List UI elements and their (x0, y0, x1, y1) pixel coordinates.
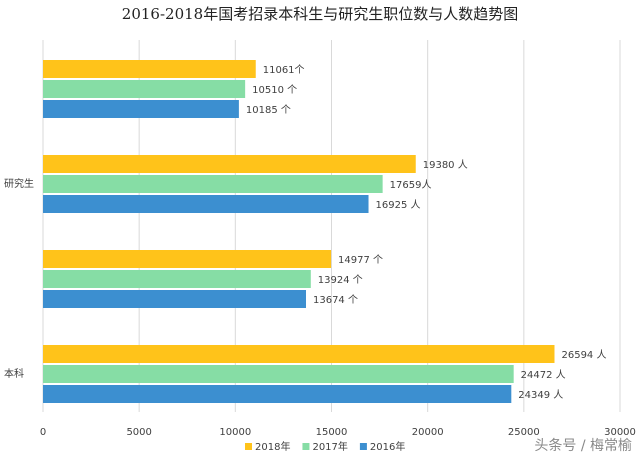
data-label: 17659人 (390, 179, 432, 191)
bar (43, 290, 306, 308)
x-tick-label: 30000 (604, 427, 636, 438)
data-label: 13674 个 (313, 294, 358, 306)
data-label: 14977 个 (338, 254, 383, 266)
data-label: 24472 人 (521, 369, 566, 381)
y-tick-label: 本科 (4, 367, 24, 380)
bar (43, 385, 512, 403)
legend-label: 2018年 (255, 440, 290, 453)
bar (43, 175, 383, 193)
bar (43, 365, 514, 383)
x-tick-label: 20000 (412, 427, 444, 438)
bar (43, 250, 332, 268)
data-label: 10185 个 (246, 104, 291, 116)
bar (43, 195, 369, 213)
data-label: 26594 人 (561, 349, 606, 361)
bar (43, 100, 239, 118)
watermark: 头条号 / 梅常榆 (534, 437, 632, 454)
data-label: 24349 人 (518, 389, 563, 401)
x-tick-label: 25000 (508, 427, 540, 438)
legend-label: 2016年 (370, 440, 405, 453)
x-tick-label: 0 (40, 427, 46, 438)
data-label: 11061个 (263, 64, 305, 76)
bar (43, 80, 246, 98)
bar (43, 270, 311, 288)
data-label: 13924 个 (318, 274, 363, 286)
data-label: 16925 人 (376, 199, 421, 211)
data-label: 10510 个 (252, 84, 297, 96)
data-label: 19380 人 (423, 159, 468, 171)
legend-swatch (359, 443, 367, 450)
x-tick-label: 10000 (219, 427, 251, 438)
bar (43, 155, 416, 173)
bar (43, 60, 256, 78)
legend-swatch (302, 443, 310, 450)
x-tick-label: 5000 (126, 427, 151, 438)
x-tick-label: 15000 (316, 427, 348, 438)
legend-swatch (245, 443, 252, 450)
bar (43, 345, 555, 363)
y-tick-label: 研究生 (4, 177, 34, 190)
chart-title: 2016-2018年国考招录本科生与研究生职位数与人数趋势图 (122, 5, 518, 23)
legend-label: 2017年 (312, 440, 347, 453)
